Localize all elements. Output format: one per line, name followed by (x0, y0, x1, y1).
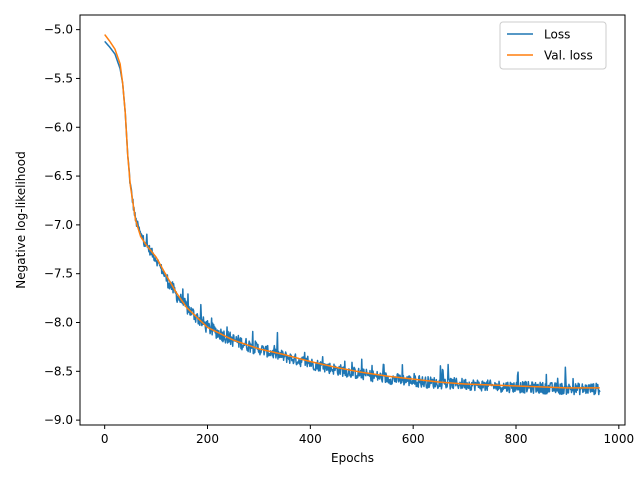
y-tick-label: −6.5 (44, 169, 73, 183)
y-tick-label: −9.0 (44, 413, 73, 427)
series-layer (104, 34, 601, 396)
legend: Loss Val. loss (499, 21, 607, 70)
x-tick-label: 600 (402, 432, 425, 446)
y-tick-label: −7.0 (44, 218, 73, 232)
x-tick-label: 800 (505, 432, 528, 446)
y-tick-label: −6.0 (44, 120, 73, 134)
x-tick-label: 200 (196, 432, 219, 446)
x-tick-label: 400 (299, 432, 322, 446)
y-tick-label: −8.5 (44, 364, 73, 378)
x-tick-label: 0 (101, 432, 109, 446)
y-tick-label: −5.0 (44, 23, 73, 37)
plot-area (79, 14, 626, 426)
y-tick-label: −5.5 (44, 71, 73, 85)
y-axis-ticks: −9.0 −8.5 −8.0 −7.5 −7.0 −6.5 −6.0 −5.5 −5.0 (44, 23, 80, 427)
y-axis-label: Negative log-likelihood (14, 151, 28, 288)
axes-frame (79, 14, 626, 426)
x-tick-label: 1000 (604, 432, 635, 446)
series-line-val-loss (104, 34, 601, 389)
legend-label: Val. loss (544, 49, 593, 63)
x-axis-label: Epochs (331, 451, 374, 465)
y-tick-label: −7.5 (44, 267, 73, 281)
legend-label: Loss (544, 28, 570, 42)
y-tick-label: −8.0 (44, 316, 73, 330)
series-line-loss (104, 40, 601, 396)
x-axis-ticks: 0 200 400 600 800 1000 (101, 425, 634, 446)
